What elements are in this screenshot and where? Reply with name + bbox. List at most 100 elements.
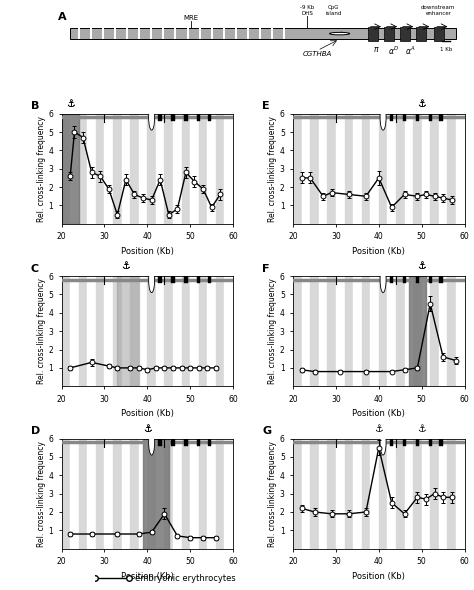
- Bar: [370, 438, 379, 549]
- Bar: [210, 28, 213, 39]
- Circle shape: [380, 104, 386, 130]
- Bar: [416, 113, 419, 121]
- Bar: [345, 438, 353, 549]
- Text: E: E: [262, 101, 270, 112]
- Bar: [283, 28, 285, 39]
- Bar: [184, 275, 188, 283]
- Bar: [345, 114, 353, 224]
- X-axis label: Position (Kb): Position (Kb): [121, 247, 174, 255]
- Bar: [104, 438, 113, 549]
- Text: F: F: [262, 264, 270, 274]
- Bar: [130, 276, 139, 386]
- Circle shape: [149, 104, 155, 130]
- Bar: [370, 276, 379, 386]
- Bar: [353, 438, 362, 549]
- Bar: [164, 114, 173, 224]
- Bar: [90, 28, 92, 39]
- Bar: [158, 438, 162, 446]
- Bar: [156, 438, 164, 549]
- Bar: [182, 276, 190, 386]
- Bar: [416, 27, 426, 41]
- Bar: [439, 114, 447, 224]
- Bar: [156, 114, 164, 224]
- Bar: [319, 438, 328, 549]
- X-axis label: Position (Kb): Position (Kb): [352, 572, 405, 581]
- Bar: [223, 28, 225, 39]
- Text: G: G: [262, 427, 271, 437]
- Bar: [362, 114, 370, 224]
- Bar: [293, 276, 301, 386]
- Bar: [430, 114, 439, 224]
- Text: embryonic erythrocytes: embryonic erythrocytes: [135, 573, 236, 583]
- Bar: [301, 438, 310, 549]
- Bar: [430, 438, 439, 549]
- Bar: [416, 438, 419, 446]
- Bar: [122, 276, 130, 386]
- Bar: [87, 438, 96, 549]
- Bar: [207, 438, 216, 549]
- Circle shape: [329, 32, 350, 35]
- Bar: [447, 276, 456, 386]
- Bar: [216, 114, 225, 224]
- Y-axis label: Rel. cross-linking frequency: Rel. cross-linking frequency: [36, 116, 46, 222]
- Bar: [403, 275, 406, 283]
- Bar: [216, 438, 225, 549]
- Y-axis label: Rel. cross-linking frequency: Rel. cross-linking frequency: [268, 116, 277, 222]
- Bar: [396, 438, 404, 549]
- Text: MRE: MRE: [183, 15, 198, 21]
- Bar: [197, 438, 201, 446]
- Bar: [336, 438, 345, 549]
- X-axis label: Position (Kb): Position (Kb): [352, 409, 405, 418]
- Bar: [301, 114, 310, 224]
- Bar: [199, 28, 201, 39]
- Bar: [70, 114, 79, 224]
- Bar: [78, 28, 80, 39]
- Bar: [403, 438, 406, 446]
- Bar: [456, 276, 465, 386]
- Y-axis label: Rel. cross-linking frequency: Rel. cross-linking frequency: [268, 441, 277, 546]
- Bar: [184, 438, 188, 446]
- Text: B: B: [31, 101, 39, 112]
- Bar: [456, 438, 465, 549]
- Bar: [173, 438, 182, 549]
- Bar: [184, 113, 188, 121]
- Bar: [174, 28, 176, 39]
- Bar: [345, 276, 353, 386]
- Bar: [190, 438, 199, 549]
- Bar: [400, 27, 410, 41]
- Bar: [104, 114, 113, 224]
- Bar: [301, 276, 310, 386]
- Bar: [422, 276, 430, 386]
- Bar: [79, 438, 87, 549]
- Bar: [147, 438, 156, 549]
- Bar: [390, 438, 393, 446]
- Bar: [336, 276, 345, 386]
- Bar: [439, 438, 443, 446]
- Bar: [225, 276, 233, 386]
- Bar: [186, 28, 189, 39]
- Bar: [422, 114, 430, 224]
- Text: ⚓: ⚓: [143, 424, 152, 434]
- Bar: [362, 276, 370, 386]
- Bar: [225, 438, 233, 549]
- Bar: [126, 28, 128, 39]
- Text: CpG
island: CpG island: [325, 5, 342, 16]
- Bar: [62, 438, 70, 549]
- Bar: [225, 114, 233, 224]
- Bar: [199, 438, 207, 549]
- Bar: [171, 113, 175, 121]
- Bar: [208, 438, 211, 446]
- Bar: [139, 114, 147, 224]
- Bar: [87, 114, 96, 224]
- Bar: [384, 27, 394, 41]
- Bar: [434, 27, 444, 41]
- Bar: [413, 114, 422, 224]
- Bar: [104, 276, 113, 386]
- Bar: [62, 114, 79, 224]
- Bar: [190, 114, 199, 224]
- Bar: [362, 438, 370, 549]
- Text: CGTHBA: CGTHBA: [303, 51, 332, 57]
- Text: $\pi$: $\pi$: [373, 45, 379, 54]
- Bar: [247, 28, 249, 39]
- Bar: [96, 114, 104, 224]
